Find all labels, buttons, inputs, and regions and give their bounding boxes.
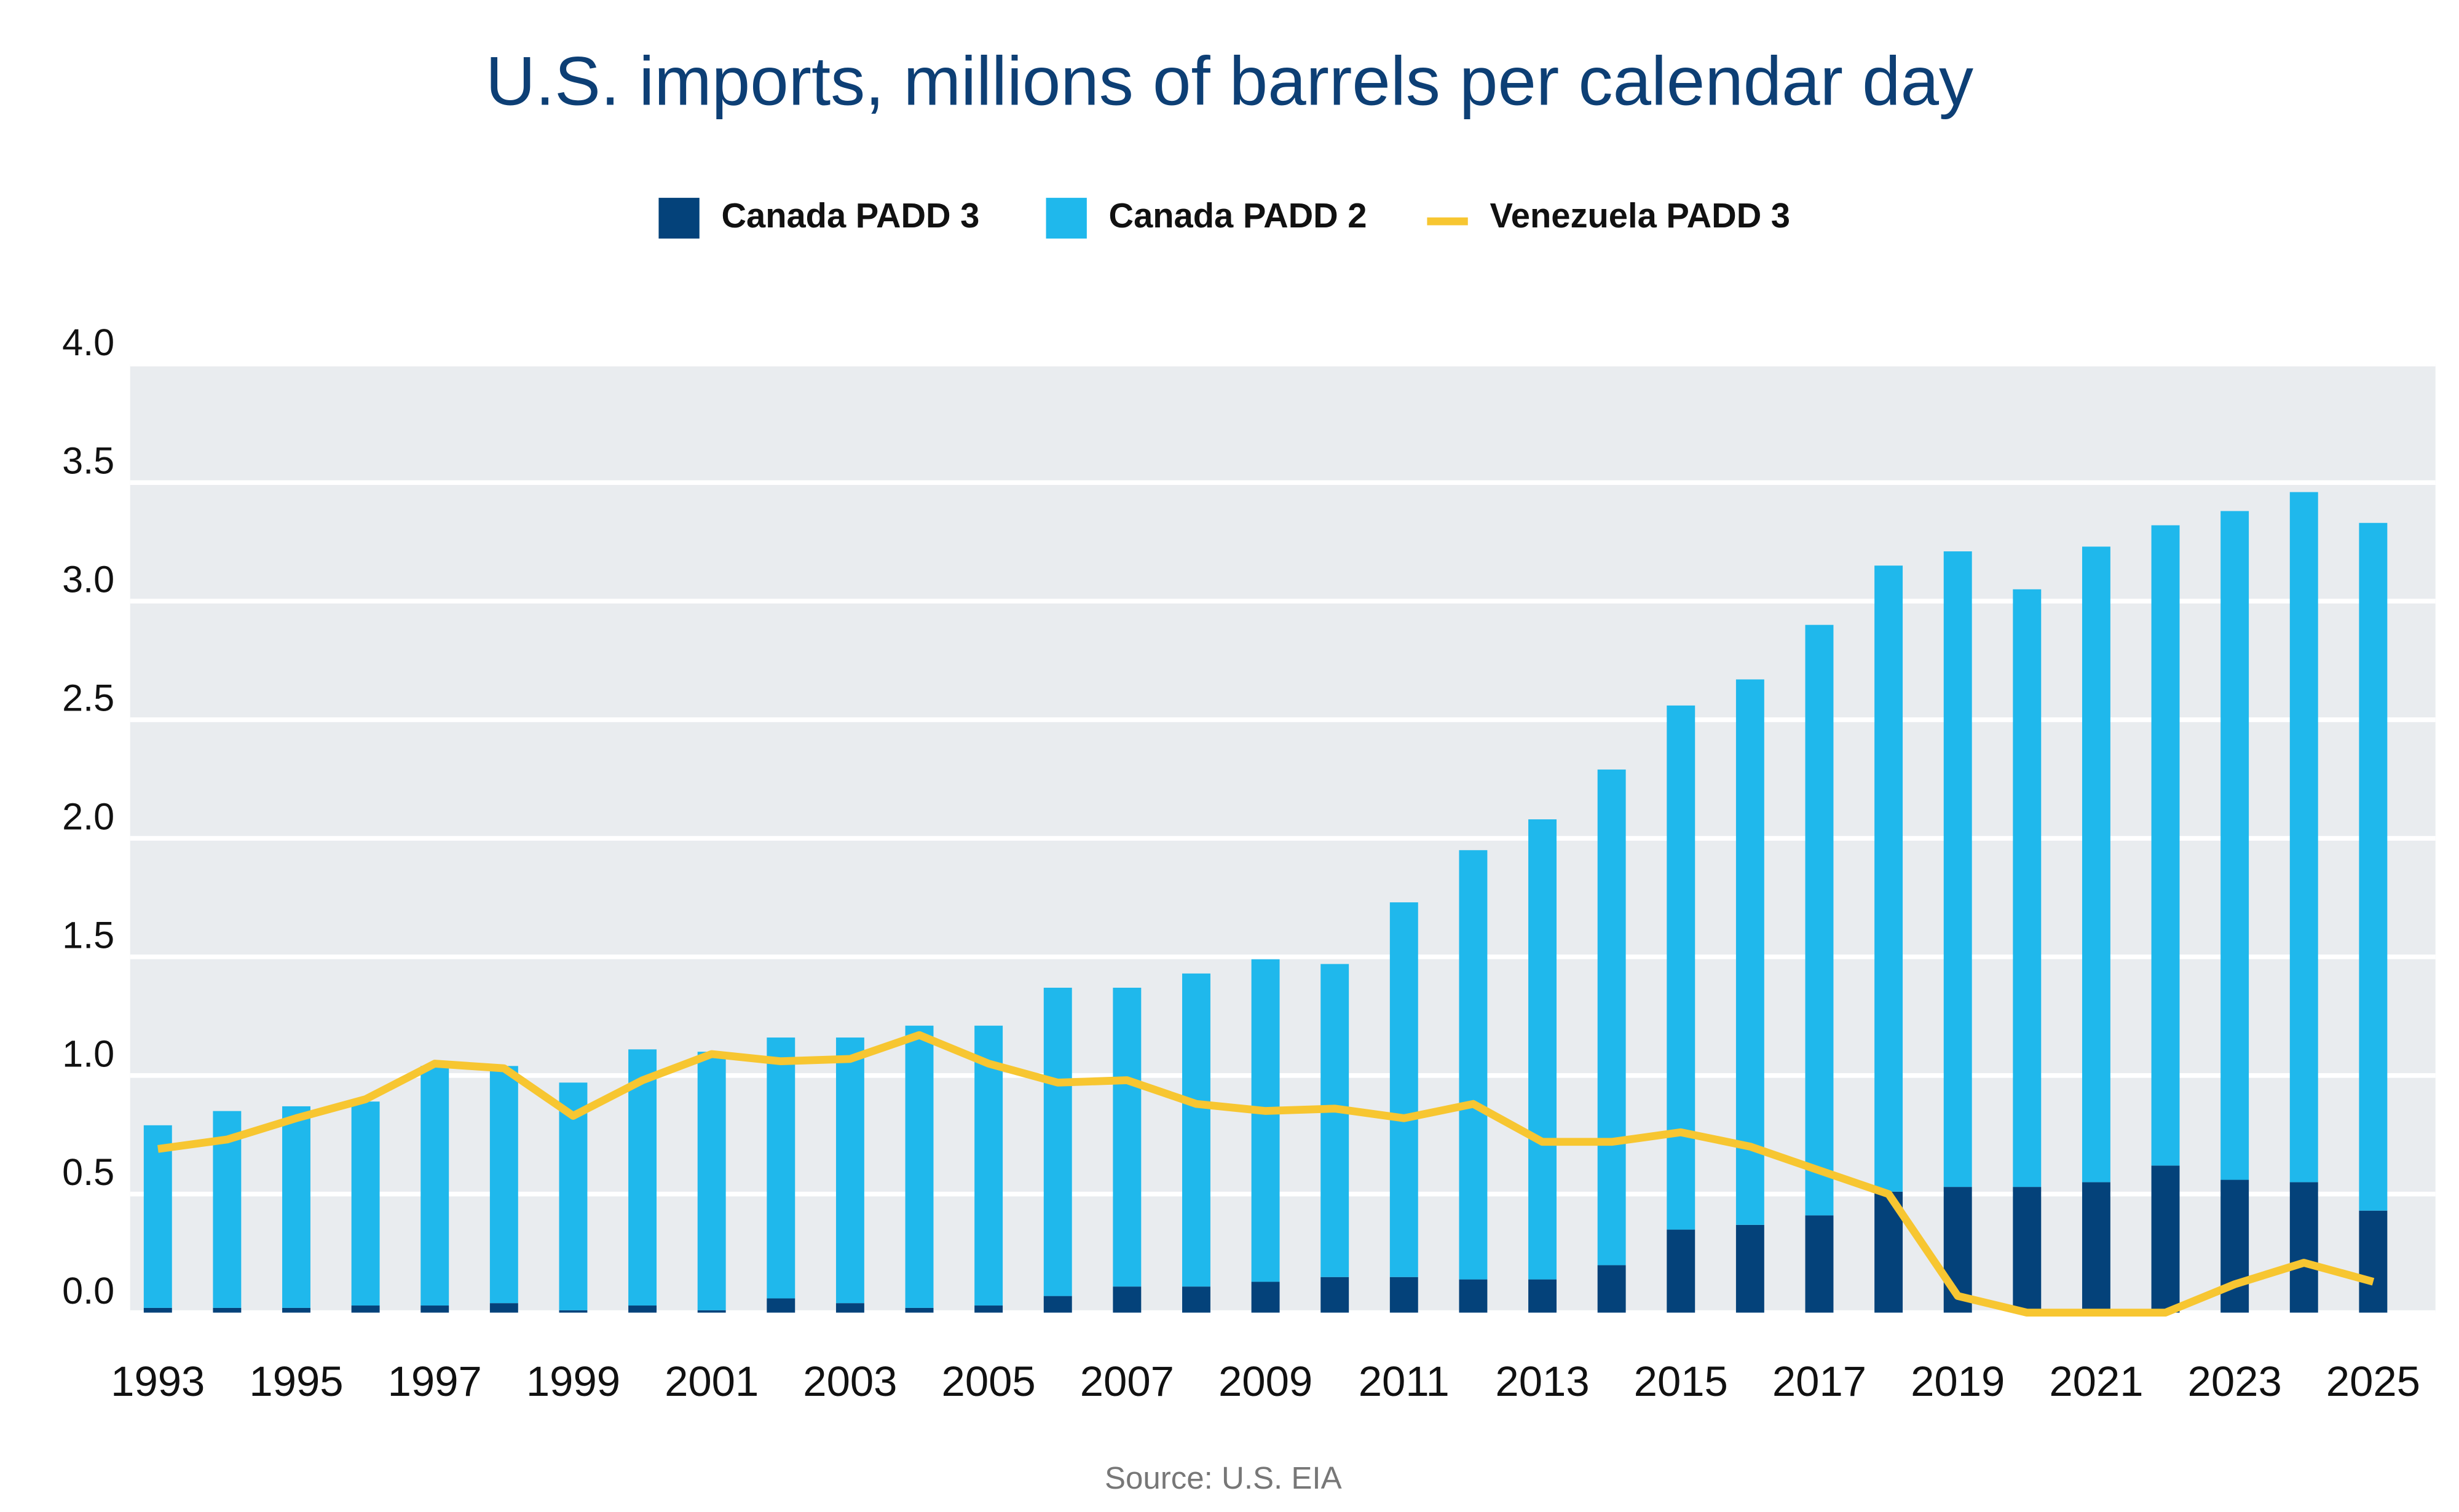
bar-segment xyxy=(1389,1277,1418,1313)
bar-segment xyxy=(2082,546,2110,1183)
legend-swatch xyxy=(1046,197,1087,239)
bar-segment xyxy=(1182,973,1210,1287)
y-tick-label: 3.5 xyxy=(62,440,114,482)
bar-segment xyxy=(559,1082,588,1310)
bar-segment xyxy=(628,1049,657,1306)
y-tick-label: 0.5 xyxy=(62,1151,114,1193)
bar-segment xyxy=(143,1125,172,1308)
bar-segment xyxy=(1459,1279,1488,1313)
bar-segment xyxy=(1667,705,1695,1230)
x-tick-label: 2015 xyxy=(1634,1358,1728,1405)
y-tick-label: 3.0 xyxy=(62,559,114,600)
y-tick-label: 2.5 xyxy=(62,677,114,719)
bar-segment xyxy=(1459,850,1488,1280)
bar-segment xyxy=(767,1038,795,1299)
bar-segment xyxy=(1735,679,1764,1225)
bar-segment xyxy=(697,1310,726,1313)
bar-segment xyxy=(282,1307,310,1313)
legend-swatch xyxy=(658,197,700,239)
bar-segment xyxy=(1528,819,1557,1280)
bar-segment xyxy=(2359,522,2388,1211)
bar-segment xyxy=(489,1066,518,1304)
bar-segment xyxy=(1320,1277,1349,1313)
bar-segment xyxy=(974,1025,1003,1306)
bar-segment xyxy=(1182,1286,1210,1313)
bar-segment xyxy=(2151,525,2180,1166)
x-tick-label: 2009 xyxy=(1218,1358,1312,1405)
bar-segment xyxy=(767,1298,795,1313)
y-tick-label: 0.0 xyxy=(62,1270,114,1312)
bar-segment xyxy=(1113,988,1142,1287)
bar-segment xyxy=(1597,770,1626,1266)
y-tick-label: 2.0 xyxy=(62,795,114,837)
bar-segment xyxy=(1043,1296,1072,1313)
bar-segment xyxy=(2359,1210,2388,1313)
bar-segment xyxy=(2151,1165,2180,1313)
x-tick-label: 2001 xyxy=(665,1358,759,1405)
y-tick-label: 1.5 xyxy=(62,914,114,956)
bar-segment xyxy=(420,1066,449,1306)
x-tick-label: 2005 xyxy=(942,1358,1036,1405)
source-note: Source: U.S. EIA xyxy=(1105,1460,1342,1495)
bar-segment xyxy=(697,1052,726,1310)
x-tick-label: 1997 xyxy=(388,1358,482,1405)
y-tick-label: 1.0 xyxy=(62,1033,114,1074)
bar-segment xyxy=(835,1038,864,1304)
legend-label: Canada PADD 2 xyxy=(1109,196,1367,235)
bar-segment xyxy=(905,1025,934,1308)
bar-segment xyxy=(1943,551,1972,1187)
x-tick-label: 2025 xyxy=(2326,1358,2420,1405)
x-tick-label: 2011 xyxy=(1359,1358,1450,1405)
bar-segment xyxy=(143,1307,172,1313)
x-tick-label: 2007 xyxy=(1080,1358,1174,1405)
legend-label: Venezuela PADD 3 xyxy=(1490,196,1790,235)
bar-segment xyxy=(835,1303,864,1313)
x-tick-label: 2003 xyxy=(803,1358,897,1405)
bar-segment xyxy=(2013,589,2042,1187)
bar-segment xyxy=(2220,1179,2249,1313)
x-tick-label: 2017 xyxy=(1772,1358,1866,1405)
bar-segment xyxy=(213,1307,242,1313)
bar-segment xyxy=(1805,1215,1834,1313)
x-tick-label: 2023 xyxy=(2188,1358,2282,1405)
bar-segment xyxy=(1597,1265,1626,1313)
bar-segment xyxy=(1251,1282,1280,1313)
bar-segment xyxy=(1113,1286,1142,1313)
bar-segment xyxy=(351,1305,380,1313)
x-tick-label: 1995 xyxy=(249,1358,343,1405)
bar-segment xyxy=(1251,959,1280,1282)
bar-segment xyxy=(1874,565,1903,1192)
x-tick-label: 2021 xyxy=(2049,1358,2143,1405)
bar-segment xyxy=(559,1310,588,1313)
bar-segment xyxy=(282,1106,310,1308)
legend-label: Canada PADD 3 xyxy=(721,196,979,235)
bar-segment xyxy=(1043,988,1072,1296)
bar-segment xyxy=(974,1305,1003,1313)
bar-segment xyxy=(2289,492,2318,1183)
bar-segment xyxy=(905,1307,934,1313)
y-tick-label: 4.0 xyxy=(62,321,114,363)
bar-segment xyxy=(1805,624,1834,1216)
line-series xyxy=(157,1031,2375,1317)
bar-segment xyxy=(420,1305,449,1313)
bar-segment xyxy=(1528,1279,1557,1313)
bar-segment xyxy=(1667,1229,1695,1313)
bar-segment xyxy=(1389,902,1418,1277)
bar-segment xyxy=(628,1305,657,1313)
bar-segment xyxy=(1735,1224,1764,1313)
bar-segment xyxy=(1320,964,1349,1277)
bar-segment xyxy=(2220,511,2249,1180)
x-tick-label: 1999 xyxy=(526,1358,620,1405)
bar-segment xyxy=(2013,1187,2042,1313)
bar-segment xyxy=(2289,1182,2318,1313)
x-tick-label: 2019 xyxy=(1911,1358,2005,1405)
bar-segment xyxy=(489,1303,518,1313)
bar-segment xyxy=(351,1101,380,1306)
x-tick-label: 2013 xyxy=(1495,1358,1589,1405)
bar-segment xyxy=(2082,1182,2110,1313)
x-tick-label: 1993 xyxy=(111,1358,205,1405)
chart-title: U.S. imports, millions of barrels per ca… xyxy=(486,42,1973,119)
